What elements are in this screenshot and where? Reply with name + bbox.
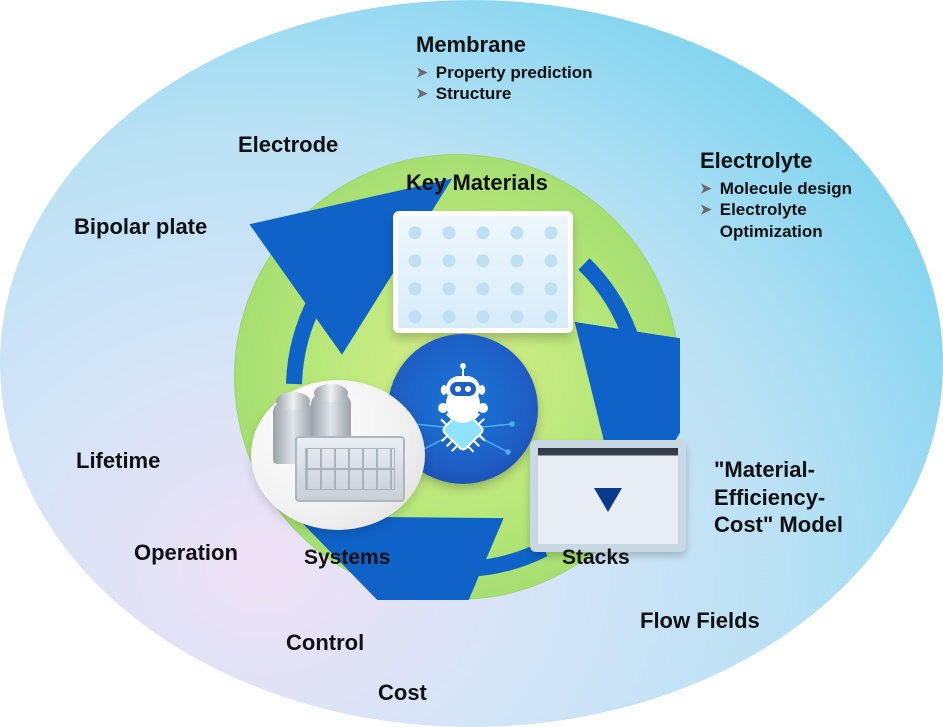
label-lifetime: Lifetime (76, 448, 160, 474)
bullet-text: Structure (436, 83, 512, 104)
label-key-materials: Key Materials (406, 170, 548, 196)
stacks-logo-icon (594, 488, 622, 512)
bullet-text: Molecule design (720, 178, 852, 199)
label-electrolyte: Electrolyte (700, 148, 813, 174)
key-materials-tile (393, 211, 573, 333)
label-systems: Systems (304, 546, 390, 570)
bullet-arrow-icon: ➤ (700, 180, 712, 198)
label-control: Control (286, 630, 364, 656)
label-flow-fields: Flow Fields (640, 608, 760, 634)
mec-line: Efficiency- (714, 484, 914, 512)
mec-line: "Material- (714, 456, 914, 484)
bullet-arrow-icon: ➤ (416, 64, 428, 82)
label-cost: Cost (378, 680, 427, 706)
bullet-arrow-icon: ➤ (416, 85, 428, 103)
bullet-text: Electrolyte Optimization (720, 199, 860, 242)
diagram-canvas: Membrane ➤ Property prediction ➤ Structure… (0, 0, 943, 727)
battery-container-icon (295, 436, 405, 502)
mec-line: Cost" Model (714, 511, 914, 539)
label-bipolar-plate: Bipolar plate (74, 214, 207, 240)
bullet-arrow-icon: ➤ (700, 201, 712, 219)
membrane-bullets: ➤ Property prediction ➤ Structure (416, 62, 593, 105)
electrolyte-bullets: ➤ Molecule design ➤ Electrolyte Optimizati… (700, 178, 860, 242)
label-stacks: Stacks (562, 546, 630, 570)
label-electrode: Electrode (238, 132, 338, 158)
label-mec-model: "Material- Efficiency- Cost" Model (714, 456, 914, 539)
bullet-text: Property prediction (436, 62, 593, 83)
systems-tile (251, 380, 425, 530)
label-membrane: Membrane (416, 32, 526, 58)
label-operation: Operation (134, 540, 238, 566)
stacks-tile (530, 440, 686, 552)
